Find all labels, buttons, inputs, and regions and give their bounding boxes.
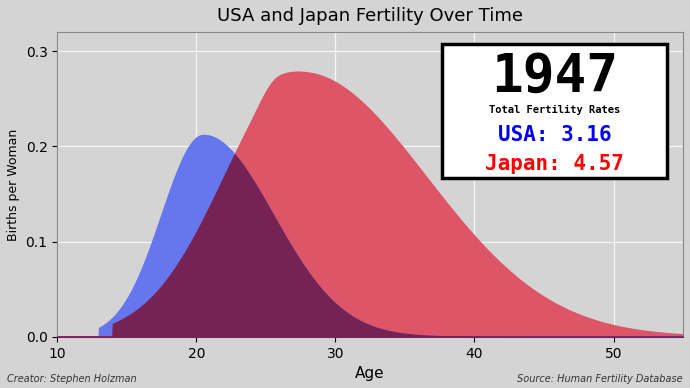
Text: Source: Human Fertility Database: Source: Human Fertility Database	[518, 374, 683, 384]
Text: Total Fertility Rates: Total Fertility Rates	[489, 105, 620, 114]
Text: 1947: 1947	[491, 51, 618, 103]
X-axis label: Age: Age	[355, 366, 385, 381]
Text: Japan: 4.57: Japan: 4.57	[485, 154, 624, 174]
Y-axis label: Births per Woman: Births per Woman	[7, 128, 20, 241]
Text: USA: 3.16: USA: 3.16	[498, 125, 611, 145]
Text: Creator: Stephen Holzman: Creator: Stephen Holzman	[7, 374, 137, 384]
FancyBboxPatch shape	[442, 44, 667, 178]
Title: USA and Japan Fertility Over Time: USA and Japan Fertility Over Time	[217, 7, 523, 25]
